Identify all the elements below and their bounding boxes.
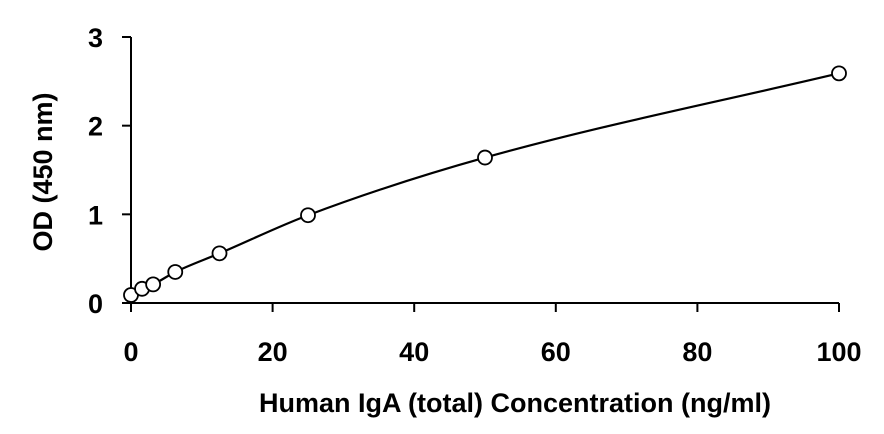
- data-point: [477, 149, 493, 166]
- data-point: [167, 264, 184, 280]
- data-point: [831, 65, 847, 82]
- data-point: [211, 245, 228, 262]
- x-tick-label: 80: [682, 337, 712, 367]
- data-point: [300, 207, 316, 224]
- y-tick-label: 0: [88, 289, 103, 319]
- plot-area: [123, 65, 847, 303]
- y-axis-title: OD (450 nm): [28, 92, 58, 251]
- y-axis: 0 1 2 3: [88, 23, 132, 319]
- x-tick-label: 100: [816, 337, 861, 367]
- x-tick-label: 40: [399, 337, 429, 367]
- x-tick-label: 60: [541, 337, 571, 367]
- x-axis: 0 20 40 60 80 100: [123, 302, 862, 367]
- data-point: [145, 276, 162, 293]
- y-tick-label: 2: [88, 112, 103, 142]
- y-tick-label: 1: [88, 200, 103, 230]
- x-tick-label: 0: [123, 337, 138, 367]
- y-tick-label: 3: [88, 23, 103, 53]
- x-tick-label: 20: [258, 337, 288, 367]
- x-axis-title: Human IgA (total) Concentration (ng/ml): [259, 388, 771, 418]
- fit-curve: [130, 72, 840, 296]
